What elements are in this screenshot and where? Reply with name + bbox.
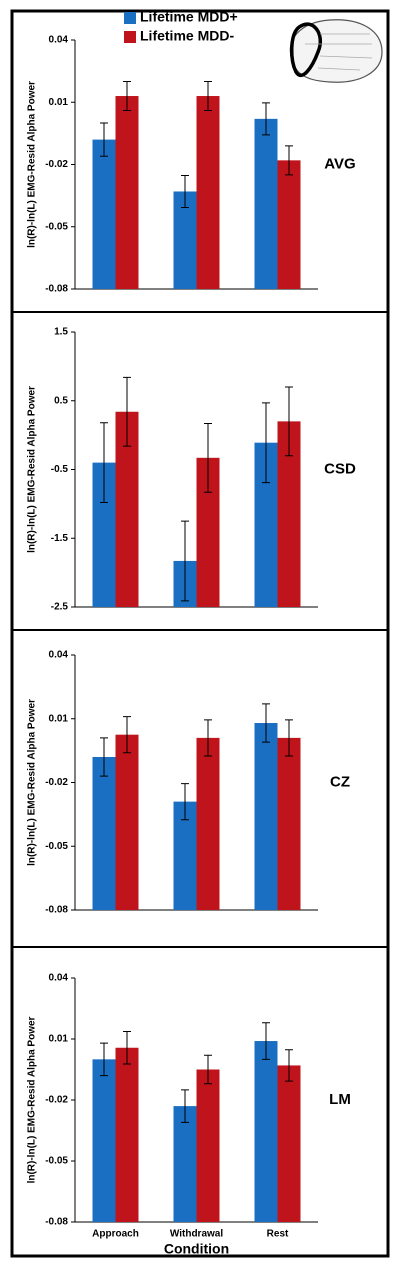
error-bar bbox=[262, 102, 270, 136]
error-bar bbox=[181, 783, 189, 821]
bar bbox=[115, 411, 139, 607]
legend-label: Lifetime MDD+ bbox=[140, 9, 238, 25]
bar bbox=[277, 1065, 301, 1222]
error-bar bbox=[123, 376, 131, 447]
panel-label: LM bbox=[329, 1091, 351, 1108]
y-tick-label: 0.5 bbox=[54, 395, 68, 406]
error-bar bbox=[262, 1022, 270, 1060]
bar bbox=[277, 160, 301, 289]
error-bar bbox=[123, 81, 131, 112]
bar bbox=[173, 1106, 197, 1222]
y-tick-label: -0.02 bbox=[45, 1095, 68, 1106]
error-bar bbox=[204, 81, 212, 112]
error-bar bbox=[285, 719, 293, 757]
y-tick-label: 0.01 bbox=[49, 713, 69, 724]
bar bbox=[254, 118, 278, 289]
y-tick-label: -1.5 bbox=[51, 533, 69, 544]
error-bar bbox=[100, 737, 108, 777]
x-axis-label: Condition bbox=[164, 1241, 229, 1257]
error-bar bbox=[181, 174, 189, 208]
panel-label: CZ bbox=[330, 773, 350, 790]
y-tick-label: 0.04 bbox=[49, 650, 69, 661]
y-tick-label: -0.02 bbox=[45, 159, 68, 170]
y-tick-label: 0.01 bbox=[49, 97, 69, 108]
bar bbox=[277, 737, 301, 910]
bar bbox=[254, 1041, 278, 1222]
error-bar bbox=[181, 1089, 189, 1123]
error-bar bbox=[123, 716, 131, 754]
y-axis-label: ln(R)-ln(L) EMG-Resid Alpha Power bbox=[27, 699, 38, 866]
bar bbox=[254, 723, 278, 910]
bar bbox=[92, 139, 116, 289]
y-tick-label: -0.08 bbox=[45, 1217, 68, 1228]
bar bbox=[92, 462, 116, 607]
bar bbox=[173, 191, 197, 289]
y-tick-label: -0.05 bbox=[45, 1156, 68, 1167]
y-tick-label: -0.08 bbox=[45, 284, 68, 295]
error-bar bbox=[100, 1042, 108, 1077]
legend-swatch bbox=[124, 31, 136, 43]
y-tick-label: -0.08 bbox=[45, 905, 68, 916]
error-bar bbox=[204, 422, 212, 493]
bar bbox=[115, 734, 139, 910]
y-tick-label: 0.01 bbox=[49, 1034, 69, 1045]
x-tick-label: Withdrawal bbox=[170, 1229, 223, 1240]
y-axis-label: ln(R)-ln(L) EMG-Resid Alpha Power bbox=[27, 1016, 38, 1183]
y-tick-label: -2.5 bbox=[51, 602, 69, 613]
y-tick-label: -0.5 bbox=[51, 464, 69, 475]
y-tick-label: 0.04 bbox=[49, 973, 69, 984]
legend-swatch bbox=[124, 12, 136, 24]
bar bbox=[277, 421, 301, 607]
y-axis-label: ln(R)-ln(L) EMG-Resid Alpha Power bbox=[27, 386, 38, 553]
frame bbox=[10, 9, 390, 1258]
error-bar bbox=[100, 122, 108, 157]
panel-label: AVG bbox=[324, 155, 355, 172]
error-bar bbox=[285, 145, 293, 176]
bar bbox=[196, 457, 220, 607]
legend-label: Lifetime MDD- bbox=[140, 28, 234, 44]
error-bar bbox=[204, 719, 212, 757]
x-tick-label: Rest bbox=[267, 1229, 289, 1240]
error-bar bbox=[100, 422, 108, 503]
x-tick-label: Approach bbox=[92, 1229, 139, 1240]
bar bbox=[115, 96, 139, 290]
bar bbox=[115, 1047, 139, 1222]
bar bbox=[196, 737, 220, 910]
bar bbox=[92, 757, 116, 910]
bar bbox=[196, 96, 220, 290]
y-tick-label: -0.02 bbox=[45, 777, 68, 788]
y-tick-label: -0.05 bbox=[45, 221, 68, 232]
bar bbox=[173, 801, 197, 910]
panel-label: CSD bbox=[324, 460, 356, 477]
error-bar bbox=[285, 386, 293, 457]
error-bar bbox=[262, 402, 270, 484]
error-bar bbox=[181, 520, 189, 602]
error-bar bbox=[262, 703, 270, 743]
error-bar bbox=[123, 1030, 131, 1065]
y-tick-label: 0.04 bbox=[49, 35, 69, 46]
bar bbox=[254, 442, 278, 607]
y-tick-label: -0.05 bbox=[45, 841, 68, 852]
bar bbox=[92, 1059, 116, 1222]
y-axis-label: ln(R)-ln(L) EMG-Resid Alpha Power bbox=[27, 81, 38, 248]
y-tick-label: 1.5 bbox=[54, 327, 68, 338]
bar bbox=[196, 1069, 220, 1222]
error-bar bbox=[285, 1049, 293, 1082]
error-bar bbox=[204, 1054, 212, 1085]
brain-icon bbox=[289, 19, 383, 83]
